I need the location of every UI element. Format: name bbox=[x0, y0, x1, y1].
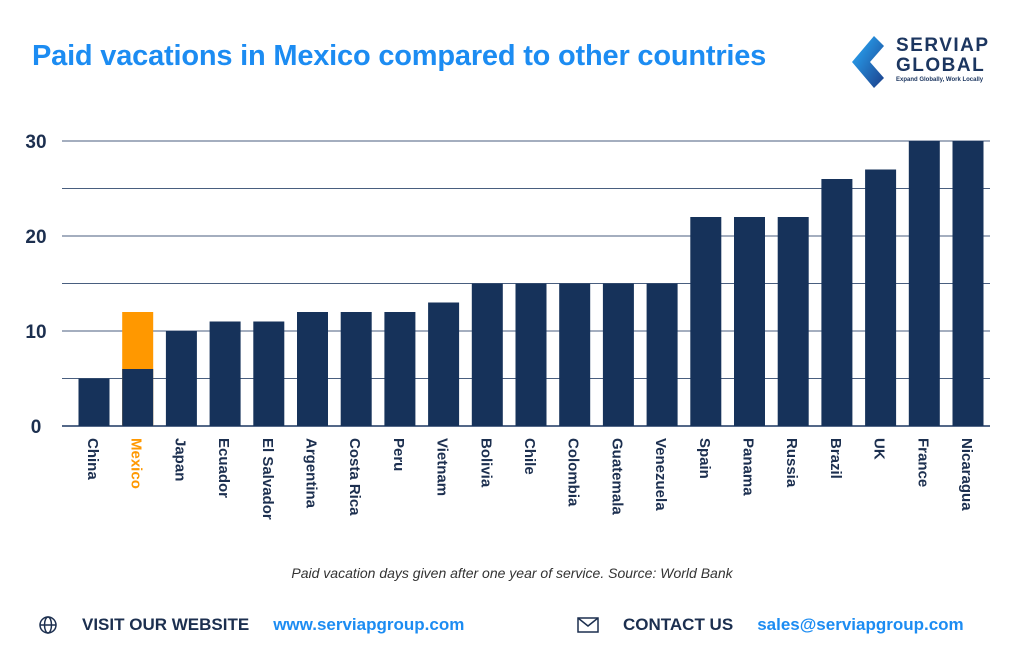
x-tick-label: Nicaragua bbox=[958, 438, 975, 511]
x-tick-label: Costa Rica bbox=[346, 438, 363, 516]
x-tick-label: Guatemala bbox=[608, 438, 625, 515]
x-tick-label: Mexico bbox=[128, 438, 145, 489]
x-tick-label: Venezuela bbox=[652, 438, 669, 511]
bar-chile bbox=[515, 283, 547, 426]
x-tick-label: Colombia bbox=[565, 438, 582, 507]
x-tick-label: Argentina bbox=[303, 438, 320, 509]
footer-contact: CONTACT US sales@serviapgroup.com bbox=[577, 615, 964, 635]
bar-ecuador bbox=[209, 321, 241, 426]
bar-venezuela bbox=[646, 283, 678, 426]
x-tick-label: Chile bbox=[521, 438, 538, 475]
x-tick-label: El Salvador bbox=[259, 438, 276, 520]
x-tick-label: Ecuador bbox=[215, 438, 232, 498]
bar-peru bbox=[384, 312, 416, 426]
x-tick-label: UK bbox=[871, 438, 888, 460]
x-tick-label: Brazil bbox=[827, 438, 844, 479]
bar-costa-rica bbox=[340, 312, 372, 426]
bar-bolivia bbox=[471, 283, 503, 426]
envelope-icon bbox=[577, 617, 599, 633]
bar-brazil bbox=[821, 179, 853, 426]
x-tick-label: Panama bbox=[740, 438, 757, 496]
globe-icon bbox=[39, 616, 57, 634]
bar-panama bbox=[734, 217, 765, 426]
x-tick-label: Bolivia bbox=[477, 438, 494, 488]
chart-title: Paid vacations in Mexico compared to oth… bbox=[32, 40, 767, 72]
chart-caption: Paid vacation days given after one year … bbox=[291, 565, 733, 581]
x-tick-label: Japan bbox=[171, 438, 188, 481]
bar-china bbox=[78, 378, 110, 426]
contact-label: CONTACT US bbox=[623, 615, 734, 634]
footer-website: VISIT OUR WEBSITE www.serviapgroup.com bbox=[38, 615, 464, 635]
bar-spain bbox=[690, 217, 722, 426]
bar-chart: 0 10 20 30 China Mexico Japan Ecuador El Salvado… bbox=[25, 132, 990, 520]
website-link[interactable]: www.serviapgroup.com bbox=[273, 615, 465, 634]
y-tick-label: 30 bbox=[25, 132, 46, 153]
x-tick-label: Spain bbox=[696, 438, 713, 479]
bar-el-salvador bbox=[253, 321, 285, 426]
bar-nicaragua bbox=[952, 141, 984, 426]
bar-colombia bbox=[559, 283, 591, 426]
y-tick-label: 20 bbox=[25, 227, 46, 248]
bar-vietnam bbox=[428, 302, 460, 426]
logo-tagline: Expand Globally, Work Locally bbox=[896, 77, 984, 83]
x-tick-label: France bbox=[914, 438, 931, 487]
email-link[interactable]: sales@serviapgroup.com bbox=[757, 615, 964, 634]
x-tick-label: Vietnam bbox=[434, 438, 451, 496]
serviap-logo: SERVIAP GLOBAL Expand Globally, Work Loca… bbox=[848, 34, 988, 90]
x-tick-label: Peru bbox=[390, 438, 407, 471]
bar-russia bbox=[777, 217, 809, 426]
y-tick-label: 0 bbox=[31, 417, 42, 438]
website-label: VISIT OUR WEBSITE bbox=[82, 615, 250, 634]
bar-guatemala bbox=[602, 283, 634, 426]
logo-brand: SERVIAP GLOBAL bbox=[896, 35, 990, 76]
bar-uk bbox=[865, 169, 897, 426]
x-tick-label: China bbox=[84, 438, 101, 480]
y-tick-label: 10 bbox=[25, 322, 46, 343]
bar-argentina bbox=[297, 312, 328, 426]
bar-france bbox=[908, 141, 940, 426]
x-tick-label: Russia bbox=[783, 438, 800, 488]
bar-japan bbox=[165, 331, 197, 426]
logo-mark-icon bbox=[852, 36, 884, 88]
bar-mexico-base bbox=[122, 369, 154, 426]
